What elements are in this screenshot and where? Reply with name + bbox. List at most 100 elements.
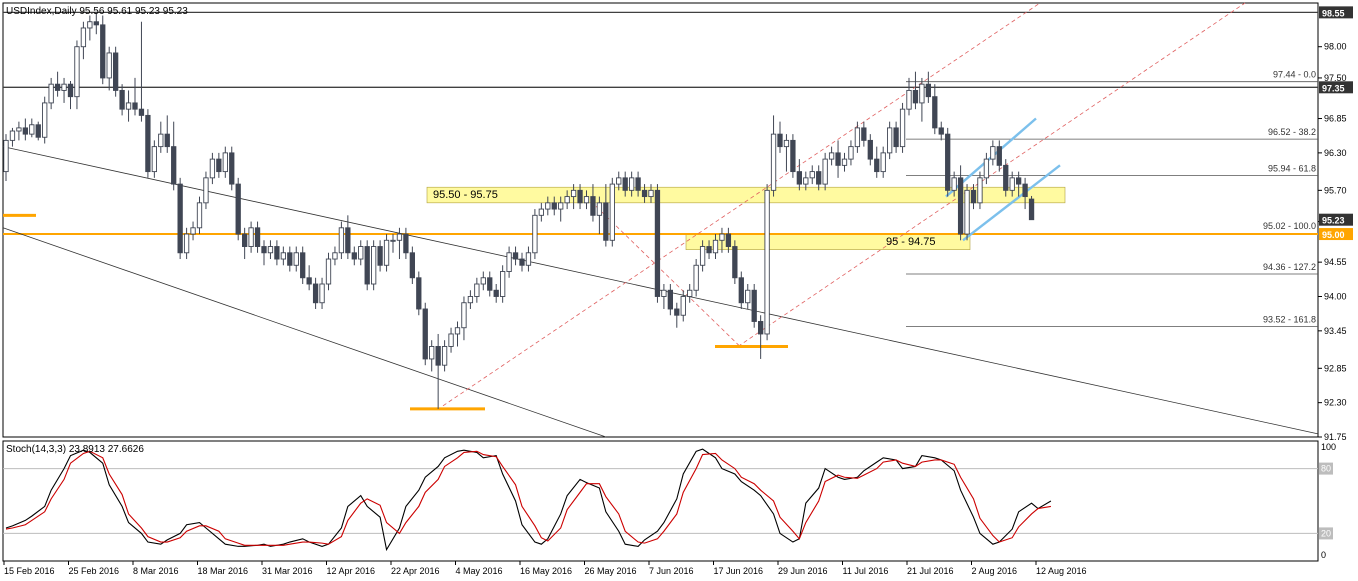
candle-body bbox=[287, 252, 293, 266]
candle-body bbox=[925, 83, 932, 98]
candle bbox=[87, 15, 93, 41]
candle bbox=[912, 71, 919, 110]
candle-body bbox=[364, 246, 370, 285]
candle-body bbox=[164, 133, 170, 148]
candle-body bbox=[525, 252, 532, 266]
candle bbox=[699, 240, 706, 272]
candle bbox=[758, 315, 764, 359]
candle-body bbox=[738, 277, 744, 304]
candle bbox=[145, 109, 151, 178]
candle bbox=[9, 127, 16, 147]
candle bbox=[777, 121, 783, 153]
candle bbox=[674, 302, 680, 328]
candle bbox=[429, 340, 435, 372]
candle-body bbox=[880, 152, 886, 173]
candle bbox=[396, 227, 403, 260]
candle-body bbox=[712, 239, 719, 254]
stochastic-level-badge bbox=[1319, 527, 1333, 540]
candle bbox=[919, 77, 925, 122]
candle-body bbox=[371, 246, 377, 285]
stochastic-panel-frame bbox=[2, 440, 1319, 562]
y-tick-label: 97.50 bbox=[1324, 73, 1347, 83]
candle bbox=[222, 146, 228, 178]
candle bbox=[1009, 171, 1015, 197]
y-tick-label: 93.45 bbox=[1324, 326, 1347, 336]
candle-body bbox=[693, 264, 699, 291]
x-tick-label: 11 Jul 2016 bbox=[843, 566, 889, 576]
candle-body bbox=[448, 333, 454, 347]
candle-body bbox=[241, 233, 248, 247]
candle-body bbox=[474, 283, 480, 297]
candle bbox=[996, 140, 1002, 172]
candle-body bbox=[545, 202, 551, 210]
candle-body bbox=[964, 189, 970, 235]
candle-body bbox=[151, 146, 157, 173]
candle-body bbox=[125, 102, 132, 110]
rising-channel-lower bbox=[962, 164, 1061, 242]
x-tick-label: 17 Jun 2016 bbox=[714, 566, 764, 576]
candle-body bbox=[377, 246, 383, 266]
price-badge bbox=[1319, 81, 1353, 94]
candle-body bbox=[977, 177, 983, 204]
candle-body bbox=[61, 83, 67, 91]
candle-body bbox=[22, 127, 28, 135]
candle-body bbox=[1022, 183, 1028, 198]
candle-body bbox=[293, 252, 299, 266]
candle-body bbox=[3, 139, 9, 173]
candle-body bbox=[841, 158, 848, 166]
candle-body bbox=[183, 233, 190, 254]
candle bbox=[577, 184, 583, 210]
candle bbox=[712, 234, 719, 260]
candle-body bbox=[422, 308, 428, 360]
candle bbox=[977, 171, 983, 210]
candle bbox=[932, 84, 938, 135]
stochastic-y-tick-label: 80 bbox=[1321, 464, 1331, 474]
x-tick-label: 4 May 2016 bbox=[456, 566, 503, 576]
candle bbox=[474, 277, 480, 303]
candle bbox=[54, 71, 61, 97]
candle bbox=[177, 177, 183, 260]
candle bbox=[74, 40, 80, 110]
candle-body bbox=[319, 283, 325, 304]
candle-body bbox=[770, 133, 777, 191]
candle bbox=[558, 196, 564, 222]
candle-body bbox=[590, 196, 596, 216]
candle bbox=[828, 146, 835, 166]
candle bbox=[35, 121, 41, 141]
candle-body bbox=[828, 152, 835, 160]
x-tick-label: 22 Apr 2016 bbox=[391, 566, 440, 576]
candle bbox=[338, 221, 345, 260]
candle bbox=[1022, 177, 1028, 210]
candle bbox=[119, 84, 125, 116]
candle-body bbox=[267, 246, 274, 254]
candle-body bbox=[616, 177, 622, 185]
candle bbox=[42, 96, 48, 144]
candle bbox=[564, 190, 570, 210]
candle bbox=[783, 134, 790, 172]
fib-level-label: 94.36 - 127.2 bbox=[1263, 262, 1316, 272]
candle-body bbox=[577, 189, 583, 204]
lower-trend-line bbox=[2, 227, 607, 438]
candle bbox=[925, 71, 932, 103]
candle-body bbox=[16, 127, 22, 132]
candle bbox=[596, 196, 603, 235]
candle bbox=[957, 165, 964, 241]
candle bbox=[171, 121, 177, 191]
candle-body bbox=[487, 277, 493, 291]
candle-body bbox=[480, 277, 486, 285]
x-tick-label: 29 Jun 2016 bbox=[778, 566, 828, 576]
candle-body bbox=[796, 171, 803, 185]
candle bbox=[293, 246, 299, 272]
candle-body bbox=[719, 233, 725, 241]
candle-body bbox=[261, 246, 267, 254]
candle-body bbox=[603, 202, 609, 241]
y-tick-label: 92.85 bbox=[1324, 363, 1347, 373]
candlestick-series bbox=[3, 12, 1035, 409]
candle-body bbox=[435, 346, 441, 366]
candle bbox=[100, 15, 106, 85]
candle bbox=[229, 146, 235, 191]
candle bbox=[790, 134, 796, 178]
chart-frames bbox=[2, 2, 1319, 562]
candle bbox=[383, 234, 390, 272]
